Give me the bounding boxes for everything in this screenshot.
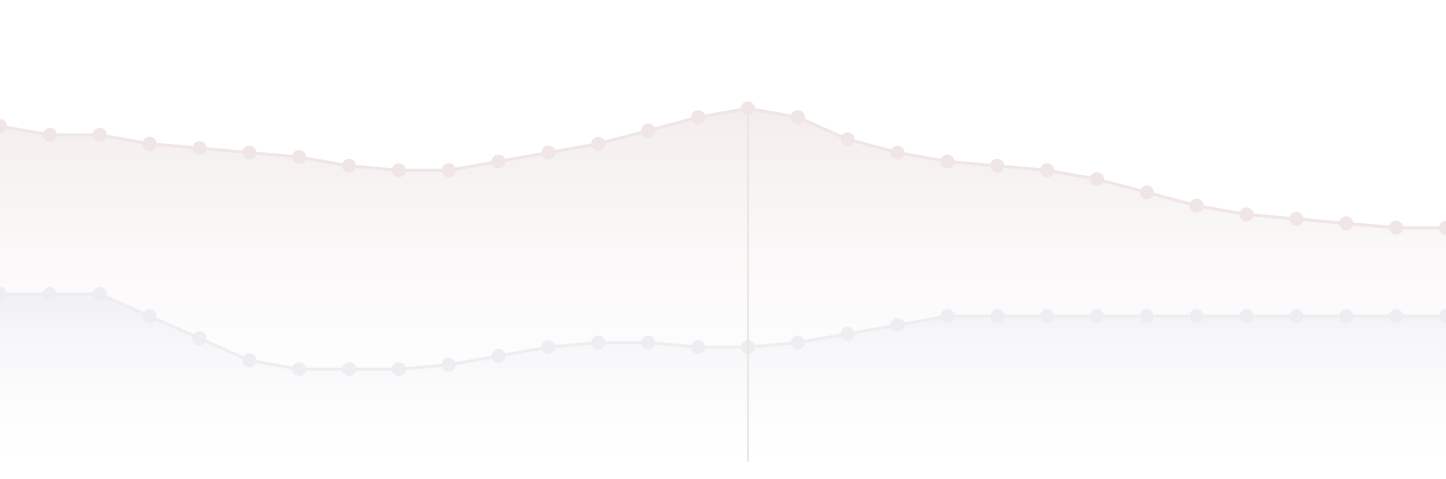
series-1-line [0,292,1446,371]
series-1-point[interactable] [1040,309,1055,324]
series-0-point[interactable] [940,154,955,169]
series-1-point[interactable] [1239,309,1254,324]
series-1-point[interactable] [541,340,556,355]
series-1-point[interactable] [1289,309,1304,324]
series-0-point[interactable] [1289,211,1304,226]
series-1-point[interactable] [1439,309,1446,324]
series-1-point[interactable] [890,317,905,332]
series-1-point[interactable] [0,287,7,302]
series-0-point[interactable] [1239,207,1254,222]
series-1-point[interactable] [691,340,706,355]
series-0-point[interactable] [491,154,506,169]
series-0-point[interactable] [1189,198,1204,213]
series-0-point[interactable] [1139,185,1154,200]
series-0-point[interactable] [890,145,905,160]
series-0-point[interactable] [142,136,157,151]
series-0-point[interactable] [1040,163,1055,178]
series-0-point[interactable] [0,119,7,134]
series-0-point[interactable] [192,141,207,156]
series-0-point[interactable] [1089,172,1104,187]
series-1-point[interactable] [142,309,157,324]
series-0-point[interactable] [641,123,656,138]
series-1-point[interactable] [790,335,805,350]
series-0-point[interactable] [441,163,456,178]
series-0-point[interactable] [990,158,1005,173]
series-1-point[interactable] [591,335,606,350]
series-0-point[interactable] [42,127,57,142]
series-1-point[interactable] [192,331,207,346]
series-1-point[interactable] [242,353,257,368]
series-1-point[interactable] [940,309,955,324]
series-1-point[interactable] [1189,309,1204,324]
series-0-point[interactable] [840,132,855,147]
series-1-point[interactable] [42,287,57,302]
series-1-point[interactable] [491,348,506,363]
series-0-point[interactable] [541,145,556,160]
series-1-point[interactable] [990,309,1005,324]
series-0-point[interactable] [342,158,357,173]
series-1-point[interactable] [1389,309,1404,324]
series-0-point[interactable] [1439,220,1446,235]
series-1-point[interactable] [1089,309,1104,324]
series-1-point[interactable] [840,326,855,341]
series-0-point[interactable] [92,127,107,142]
series-0-point[interactable] [1339,216,1354,231]
series-1-point[interactable] [92,287,107,302]
series-1-point[interactable] [1339,309,1354,324]
series-0-line [0,106,1446,230]
series-0-point[interactable] [391,163,406,178]
series-1-point[interactable] [441,357,456,372]
series-1-point[interactable] [391,362,406,377]
series-1-point[interactable] [641,335,656,350]
series-0-point[interactable] [691,110,706,125]
series-1-point[interactable] [1139,309,1154,324]
series-1-point[interactable] [342,362,357,377]
series-1-point[interactable] [292,362,307,377]
series-1-area [0,294,1446,462]
series-0-point[interactable] [790,110,805,125]
series-layer [0,101,1446,463]
series-0-point[interactable] [242,145,257,160]
series-0-point[interactable] [1389,220,1404,235]
series-0-point[interactable] [591,136,606,151]
series-0-point[interactable] [292,150,307,165]
